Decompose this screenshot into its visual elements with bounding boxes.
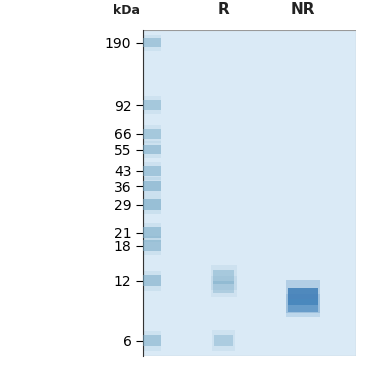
Bar [142, 141, 160, 159]
Bar [142, 100, 160, 110]
Bar [286, 294, 320, 317]
Bar [212, 330, 236, 351]
Bar [211, 276, 237, 297]
Bar [214, 334, 233, 346]
Bar [142, 181, 160, 191]
Bar [288, 288, 318, 305]
Text: kDa: kDa [113, 4, 140, 17]
Bar [288, 299, 318, 312]
Bar [142, 129, 160, 139]
Bar [142, 335, 160, 346]
Bar [142, 223, 160, 242]
Text: R: R [218, 2, 229, 17]
Bar [142, 125, 160, 143]
Bar [286, 280, 320, 313]
Bar [142, 38, 160, 47]
Bar [142, 96, 160, 114]
Bar [142, 177, 160, 195]
Bar [142, 330, 160, 351]
Bar [142, 162, 160, 180]
Bar [142, 166, 160, 176]
Bar [142, 200, 160, 210]
Bar [142, 240, 160, 251]
Bar [142, 144, 160, 154]
Bar [142, 227, 160, 238]
Bar [142, 271, 160, 291]
Bar [142, 35, 160, 51]
Bar [213, 281, 234, 292]
Text: NR: NR [291, 2, 315, 17]
Bar [142, 195, 160, 214]
Bar [142, 275, 160, 286]
Bar [213, 270, 234, 284]
Bar [211, 265, 237, 290]
Bar [142, 236, 160, 255]
